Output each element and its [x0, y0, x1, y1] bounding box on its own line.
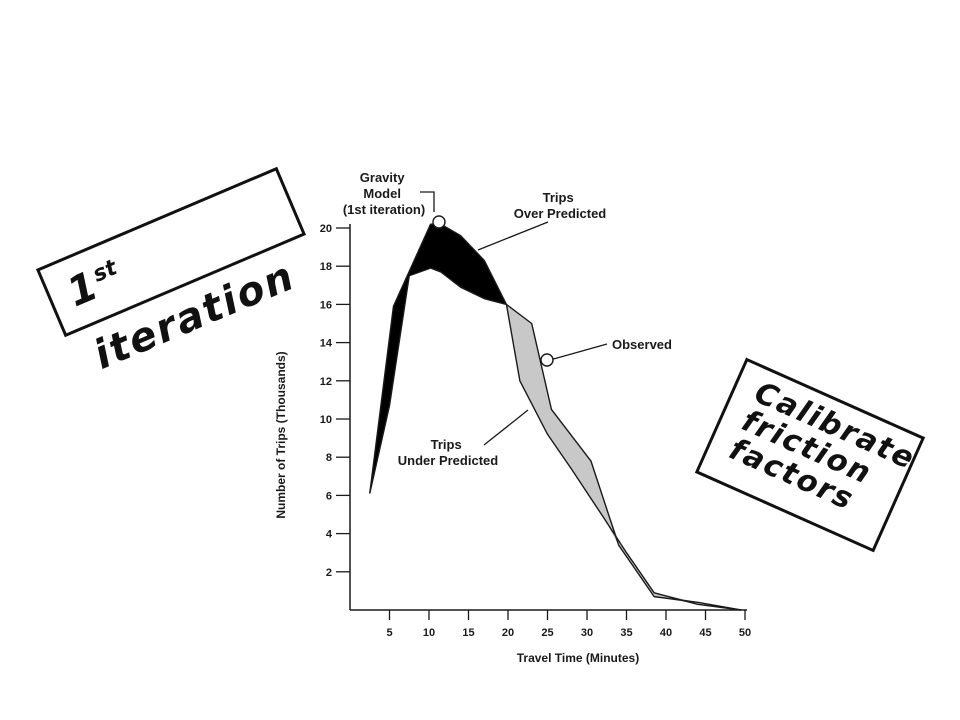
leader-line-4: [483, 409, 529, 446]
observed-marker: [540, 353, 554, 367]
gravity-model-marker: [432, 215, 446, 229]
x-tick-label: 5: [386, 627, 392, 639]
y-tick-label: 6: [326, 490, 332, 502]
leader-line-2: [477, 221, 549, 251]
over-predicted-area: [369, 224, 507, 494]
leader-line-1: [420, 191, 435, 212]
x-tick-label: 30: [581, 627, 593, 639]
x-tick-label: 50: [739, 627, 751, 639]
leader-line-3: [549, 343, 608, 361]
y-axis-title: Number of Trips (Thousands): [274, 351, 288, 518]
x-tick-label: 10: [423, 627, 435, 639]
x-axis-title: Travel Time (Minutes): [517, 651, 639, 665]
x-tick-label: 25: [541, 627, 553, 639]
y-tick-label: 12: [320, 376, 332, 388]
y-tick-label: 20: [320, 223, 332, 235]
x-tick-label: 45: [699, 627, 711, 639]
chart-ticks: 2 4 6 8 10 12 14 16 18 20 5 10 15 20 25 30 35 40 45 50: [320, 223, 751, 639]
x-tick-label: 20: [502, 627, 514, 639]
under-predicted-label: Trips Under Predicted: [398, 437, 498, 468]
x-tick-label: 40: [660, 627, 672, 639]
y-tick-label: 8: [326, 452, 332, 464]
y-tick-label: 16: [320, 299, 332, 311]
y-tick-label: 2: [326, 567, 332, 579]
x-tick-label: 15: [462, 627, 474, 639]
x-tick-label: 35: [620, 627, 632, 639]
y-tick-label: 4: [326, 529, 333, 541]
observed-label: Observed: [612, 337, 672, 352]
chart-axes: [349, 224, 747, 611]
chart-areas: [369, 224, 742, 610]
y-tick-label: 14: [320, 338, 333, 350]
gravity-model-label: Gravity Model (1st iteration): [343, 170, 425, 217]
annotation-markers: [432, 215, 554, 367]
y-tick-label: 10: [320, 414, 332, 426]
chart-lines: [369, 223, 742, 611]
y-tick-label: 18: [320, 261, 332, 273]
annotation-leaders: [420, 191, 608, 446]
series-line-model: [369, 223, 742, 611]
series-line-observed: [369, 267, 742, 611]
over-predicted-label: Trips Over Predicted: [514, 190, 607, 221]
